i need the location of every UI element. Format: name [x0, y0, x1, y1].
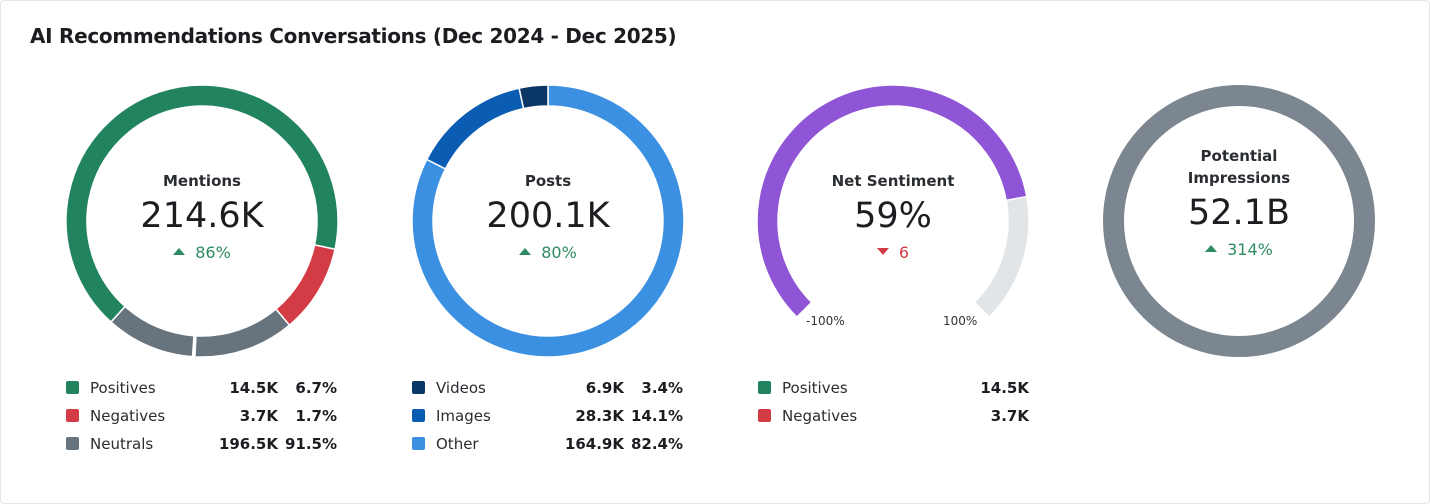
legend-swatch: [66, 437, 79, 450]
mentions-summary: Mentions 214.6K 86%: [82, 170, 322, 264]
sentiment-gauge-fill[interactable]: [756, 84, 1028, 319]
legend-value: 6.9K: [585, 379, 624, 397]
legend-label: Videos: [436, 379, 486, 397]
posts-label: Posts: [524, 172, 572, 190]
impressions-value: 52.1B: [1188, 193, 1290, 233]
legend-label: Positives: [782, 379, 848, 397]
arrow-up-icon: [1205, 245, 1218, 252]
posts-legend-item[interactable]: Videos 6.9K 3.4%: [412, 377, 683, 399]
legend-value: 164.9K: [564, 435, 624, 453]
card-title: AI Recommendations Conversations (Dec 20…: [30, 24, 677, 48]
mentions-legend-item[interactable]: Negatives 3.7K 1.7%: [66, 405, 337, 427]
legend-swatch: [66, 381, 79, 394]
legend-label: Positives: [90, 379, 156, 397]
legend-value: 14.5K: [980, 379, 1029, 397]
mentions-delta: 86%: [82, 242, 322, 264]
impressions-delta: 314%: [1119, 239, 1359, 261]
arrow-down-icon: [876, 248, 889, 255]
legend-value: 3.7K: [990, 407, 1029, 425]
legend-value: 196.5K: [218, 435, 278, 453]
legend-value: 3.7K: [239, 407, 278, 425]
gauge-max-label: 100%: [943, 314, 978, 328]
posts-legend-item[interactable]: Other 164.9K 82.4%: [412, 433, 683, 455]
legend-value: 14.5K: [229, 379, 278, 397]
legend-label: Images: [436, 407, 491, 425]
mentions-legend-item[interactable]: Positives 14.5K 6.7%: [66, 377, 337, 399]
mentions-value: 214.6K: [140, 196, 264, 236]
mentions-legend-item[interactable]: Neutrals 196.5K 91.5%: [66, 433, 337, 455]
sentiment-delta: 6: [773, 242, 1013, 264]
sentiment-label: Net Sentiment: [831, 172, 955, 190]
legend-swatch: [412, 381, 425, 394]
sentiment-summary: Net Sentiment 59% 6: [773, 170, 1013, 264]
posts-arc-images[interactable]: [425, 87, 525, 170]
legend-swatch: [412, 437, 425, 450]
mentions-arc-positives[interactable]: [65, 84, 339, 324]
arrow-up-icon: [173, 248, 186, 255]
posts-value: 200.1K: [486, 196, 610, 236]
posts-legend-item[interactable]: Images 28.3K 14.1%: [412, 405, 683, 427]
legend-percent: 14.1%: [630, 407, 683, 425]
mentions-arc-neutrals[interactable]: [109, 305, 195, 358]
impressions-ring[interactable]: [1103, 85, 1375, 357]
legend-label: Negatives: [782, 407, 858, 425]
mentions-arc-neutrals[interactable]: [194, 308, 291, 358]
impressions-summary: Potential Impressions 52.1B 314%: [1119, 145, 1359, 261]
legend-percent: 3.4%: [641, 379, 683, 397]
posts-arc-videos[interactable]: [518, 84, 549, 110]
legend-percent: 91.5%: [284, 435, 337, 453]
legend-label: Neutrals: [90, 435, 154, 453]
arrow-up-icon: [519, 248, 532, 255]
gauge-min-label: -100%: [806, 314, 845, 328]
legend-percent: 6.7%: [295, 379, 337, 397]
sentiment-legend-item[interactable]: Negatives 3.7K: [758, 405, 1029, 427]
legend-swatch: [758, 409, 771, 422]
legend-swatch: [758, 381, 771, 394]
posts-arc-other[interactable]: [411, 84, 685, 358]
posts-delta: 80%: [428, 242, 668, 264]
legend-swatch: [66, 409, 79, 422]
legend-value: 28.3K: [575, 407, 624, 425]
sentiment-legend-item[interactable]: Positives 14.5K: [758, 377, 1029, 399]
legend-percent: 82.4%: [630, 435, 683, 453]
legend-swatch: [412, 409, 425, 422]
posts-summary: Posts 200.1K 80%: [428, 170, 668, 264]
mentions-label: Mentions: [162, 172, 241, 190]
legend-label: Negatives: [90, 407, 166, 425]
legend-percent: 1.7%: [295, 407, 337, 425]
sentiment-value: 59%: [854, 196, 932, 236]
impressions-label: Potential Impressions: [1187, 147, 1291, 187]
legend-label: Other: [436, 435, 479, 453]
